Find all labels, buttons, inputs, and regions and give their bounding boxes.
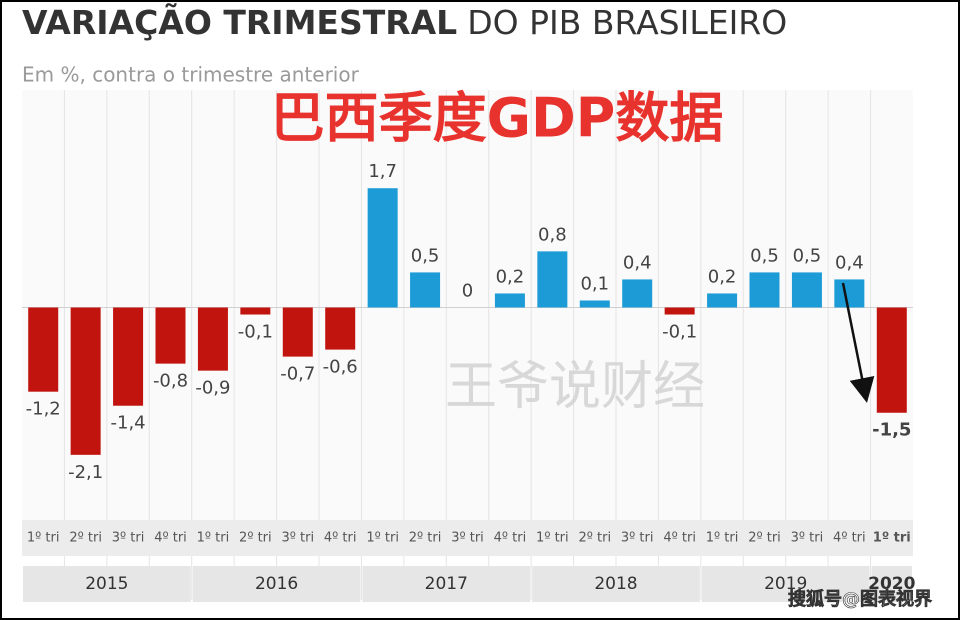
x-tick-label: 2º tri [69, 531, 102, 546]
bar [664, 307, 695, 315]
category-band [22, 520, 913, 556]
bar [28, 307, 59, 392]
value-label: 0,4 [623, 252, 652, 273]
title-bold: VARIAÇÃO TRIMESTRAL [22, 2, 457, 42]
x-tick-label: 4º tri [154, 531, 187, 546]
bar [834, 279, 865, 308]
value-label: 0,1 [580, 273, 609, 294]
year-label: 2017 [425, 574, 468, 594]
x-tick-label: 4º tri [494, 531, 527, 546]
year-label: 2020 [868, 574, 915, 594]
year-label: 2018 [594, 574, 637, 594]
x-tick-label: 3º tri [451, 531, 484, 546]
x-tick-label: 2º tri [239, 531, 272, 546]
x-tick-label: 4º tri [324, 531, 357, 546]
year-band [532, 566, 700, 602]
value-label: -1,5 [872, 420, 911, 441]
year-band [192, 566, 361, 602]
year-label: 2016 [255, 574, 298, 594]
x-tick-label: 1º tri [366, 531, 399, 546]
bar [791, 272, 822, 308]
x-tick-label: 1º tri [536, 531, 569, 546]
bar [707, 293, 738, 308]
value-label: -0,8 [153, 371, 188, 392]
value-label: 1,7 [368, 161, 397, 182]
x-tick-label: 2º tri [578, 531, 611, 546]
x-tick-label: 3º tri [621, 531, 654, 546]
value-label: 0,5 [750, 245, 779, 266]
value-label: 0,5 [793, 245, 822, 266]
year-band [362, 566, 531, 602]
bar [367, 188, 398, 308]
bar [240, 307, 271, 315]
x-tick-label: 3º tri [791, 531, 824, 546]
value-label: 0,2 [496, 266, 525, 287]
bar [155, 307, 186, 364]
x-tick-label: 1º tri [197, 531, 230, 546]
year-band [23, 566, 191, 602]
x-tick-label: 3º tri [112, 531, 145, 546]
value-label: -0,9 [195, 378, 230, 399]
x-tick-label: 4º tri [663, 531, 696, 546]
bar [282, 307, 313, 357]
bar [70, 307, 101, 455]
bar [579, 300, 610, 308]
bar [622, 279, 653, 308]
bar [325, 307, 356, 350]
value-label: 0,2 [708, 266, 737, 287]
arrow [841, 282, 875, 403]
value-label: 0,8 [538, 224, 567, 245]
x-tick-label: 4º tri [833, 531, 866, 546]
chart-subtitle: Em %, contra o trimestre anterior [22, 63, 360, 87]
x-tick-label: 1º tri [873, 531, 911, 546]
source-credit: 搜狐号@图表视界 [788, 588, 932, 610]
x-tick-label: 1º tri [27, 531, 60, 546]
year-band [701, 566, 870, 602]
value-label: 0,4 [835, 252, 864, 273]
value-label: 0 [462, 281, 473, 302]
year-label: 2019 [764, 574, 807, 594]
x-tick-label: 1º tri [706, 531, 739, 546]
bar [410, 272, 441, 308]
x-tick-label: 3º tri [281, 531, 314, 546]
value-label: -0,7 [280, 364, 315, 385]
x-tick-label: 2º tri [748, 531, 781, 546]
value-label: -0,6 [323, 357, 358, 378]
watermark: 王爷说财经 [445, 357, 705, 417]
value-label: -2,1 [68, 462, 103, 483]
bar [537, 251, 568, 308]
value-label: -0,1 [238, 322, 273, 343]
bar [197, 307, 228, 371]
chart-title: VARIAÇÃO TRIMESTRAL DO PIB BRASILEIRO [22, 2, 787, 42]
year-band [871, 566, 912, 602]
x-tick-label: 2º tri [409, 531, 442, 546]
bar [876, 307, 907, 413]
bar [494, 293, 525, 308]
value-label: -1,2 [26, 399, 61, 420]
value-label: -1,4 [111, 413, 146, 434]
title-rest: DO PIB BRASILEIRO [467, 3, 787, 42]
value-label: -0,1 [662, 322, 697, 343]
value-label: 0,5 [411, 245, 440, 266]
bar [113, 307, 144, 406]
plot: 1º tri -1,2 2º tri -2,1 3º tri -1,4 4º tri -0,8… [22, 90, 916, 602]
bar [749, 272, 780, 308]
year-label: 2015 [85, 574, 128, 594]
overlay-title: 巴西季度GDP数据 [271, 87, 724, 150]
